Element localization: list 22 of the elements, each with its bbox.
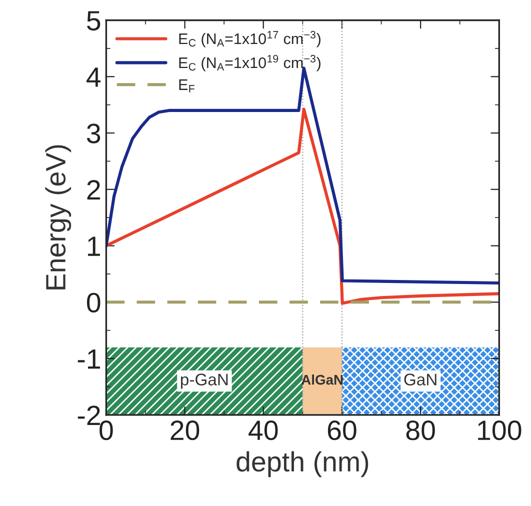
x-tick-label: 40 <box>248 420 278 440</box>
y-tick-label: -1 <box>78 349 100 369</box>
x-tick-label: 20 <box>170 420 200 440</box>
band-label: p-GaN <box>180 374 228 389</box>
y-tick-label: 1 <box>88 236 100 256</box>
line-series <box>106 108 500 305</box>
text: E$_{C}$ (N$_{A}$=1x10$^{17}$ cm$^{−3}$) <box>179 30 320 48</box>
band-label: GaN <box>404 374 436 386</box>
x-axis-title: depth (nm) <box>236 451 368 478</box>
y-tick-label: -2 <box>78 406 100 425</box>
y-tick-label: 5 <box>87 11 100 31</box>
text: E$_{C}$ (N$_{A}$=1x10$^{19}$ cm$^{−3}$) <box>179 54 320 72</box>
x-tick-label: 100 <box>478 420 522 440</box>
y-tick-label: 0 <box>86 292 100 312</box>
y-axis-title: Energy (eV) <box>45 145 72 290</box>
y-tick-label: 4 <box>86 68 101 87</box>
y-tick-label: 3 <box>86 124 100 144</box>
legend-label: E$_{F}$ <box>179 79 194 92</box>
y-tick-label: 2 <box>87 180 100 200</box>
x-tick-label: 60 <box>328 420 356 440</box>
band-label: AlGaN <box>301 374 343 385</box>
x-tick-label: 80 <box>406 420 435 440</box>
